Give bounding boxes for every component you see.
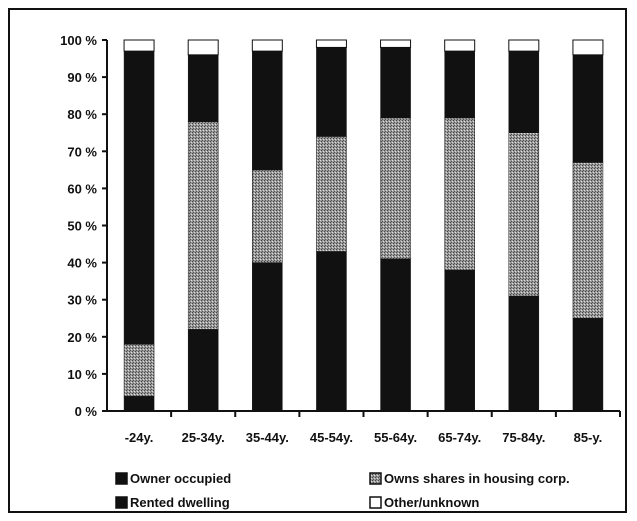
bars <box>123 39 604 412</box>
legend-swatch <box>115 496 128 509</box>
bar-segment-owns-shares-in-housing-corp <box>572 162 604 319</box>
legend-label: Owner occupied <box>130 471 231 486</box>
x-tick-label: 35-44y. <box>246 430 289 445</box>
legend-label: Other/unknown <box>384 495 479 510</box>
y-tick-label: 90 % <box>67 70 97 85</box>
y-axis-ticks: 0 % 10 % 20 % 30 % 40 % 50 % 60 % 70 % 80 % 90 % 1… <box>60 33 107 419</box>
y-tick-label: 20 % <box>67 330 97 345</box>
x-axis-ticks: -24y. 25-34y. 35-44y. 45-54y. 55-64y. 65-74y.… <box>125 411 621 445</box>
bar-segment-owner-occupied <box>380 258 411 412</box>
bar-segment-owner-occupied <box>187 329 219 412</box>
y-tick-label: 0 % <box>75 404 98 419</box>
bar-segment-owner-occupied <box>123 395 155 412</box>
bar-segment-owner-occupied <box>508 295 540 412</box>
y-tick-label: 40 % <box>67 256 97 271</box>
bar-segment-owner-occupied <box>316 251 347 412</box>
bar-segment-rented-dwelling <box>444 50 475 119</box>
legend-swatch <box>115 472 128 485</box>
legend: Owner occupied Owns shares in housing cor… <box>115 471 570 510</box>
bar-segment-rented-dwelling <box>316 47 347 137</box>
x-tick-label: 55-64y. <box>374 430 417 445</box>
axes <box>106 40 620 412</box>
y-tick-label: 80 % <box>67 107 97 122</box>
bar-segment-other-unknown <box>508 39 540 52</box>
bar-segment-owns-shares-in-housing-corp <box>380 117 411 260</box>
bar-segment-rented-dwelling <box>380 47 411 119</box>
y-tick-label: 50 % <box>67 219 97 234</box>
bar-segment-owns-shares-in-housing-corp <box>444 117 475 271</box>
y-tick-label: 60 % <box>67 181 97 196</box>
bar-segment-rented-dwelling <box>572 54 604 163</box>
bar-segment-owner-occupied <box>444 269 475 412</box>
bar-segment-other-unknown <box>444 39 476 52</box>
y-tick-label: 30 % <box>67 293 97 308</box>
bar-segment-rented-dwelling <box>508 50 540 134</box>
bar-segment-other-unknown <box>315 39 347 48</box>
bar-segment-owns-shares-in-housing-corp <box>508 132 540 297</box>
bar-segment-other-unknown <box>572 39 604 56</box>
bar-segment-other-unknown <box>123 39 155 52</box>
y-tick-label: 10 % <box>67 367 97 382</box>
bar-segment-owns-shares-in-housing-corp <box>123 343 155 397</box>
bar-segment-owner-occupied <box>572 318 604 412</box>
y-tick-label: 100 % <box>60 33 97 48</box>
bar-segment-rented-dwelling <box>187 54 219 122</box>
x-tick-label: 75-84y. <box>502 430 545 445</box>
bar-segment-owns-shares-in-housing-corp <box>316 136 347 252</box>
bar-segment-owns-shares-in-housing-corp <box>187 121 219 330</box>
x-tick-label: -24y. <box>125 430 154 445</box>
bar-segment-other-unknown <box>251 39 283 52</box>
bar-segment-other-unknown <box>187 39 219 56</box>
x-tick-label: 25-34y. <box>182 430 225 445</box>
bar-segment-other-unknown <box>380 39 412 48</box>
legend-label: Rented dwelling <box>130 495 230 510</box>
x-tick-label: 45-54y. <box>310 430 353 445</box>
legend-label: Owns shares in housing corp. <box>384 471 570 486</box>
legend-swatch <box>369 496 382 509</box>
x-tick-label: 85-y. <box>574 430 603 445</box>
y-tick-label: 70 % <box>67 144 97 159</box>
x-tick-label: 65-74y. <box>438 430 481 445</box>
bar-segment-rented-dwelling <box>252 50 283 171</box>
legend-swatch <box>369 472 382 485</box>
bar-segment-rented-dwelling <box>123 50 155 345</box>
bar-segment-owns-shares-in-housing-corp <box>252 169 283 263</box>
bar-segment-owner-occupied <box>252 262 283 412</box>
